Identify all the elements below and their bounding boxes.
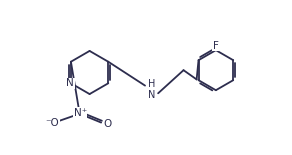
Text: H
N: H N: [148, 79, 156, 100]
Text: N⁺: N⁺: [74, 108, 87, 117]
Text: O: O: [103, 119, 112, 129]
Text: F: F: [213, 41, 219, 51]
Text: N: N: [66, 78, 74, 88]
Text: ⁻O: ⁻O: [46, 117, 60, 128]
